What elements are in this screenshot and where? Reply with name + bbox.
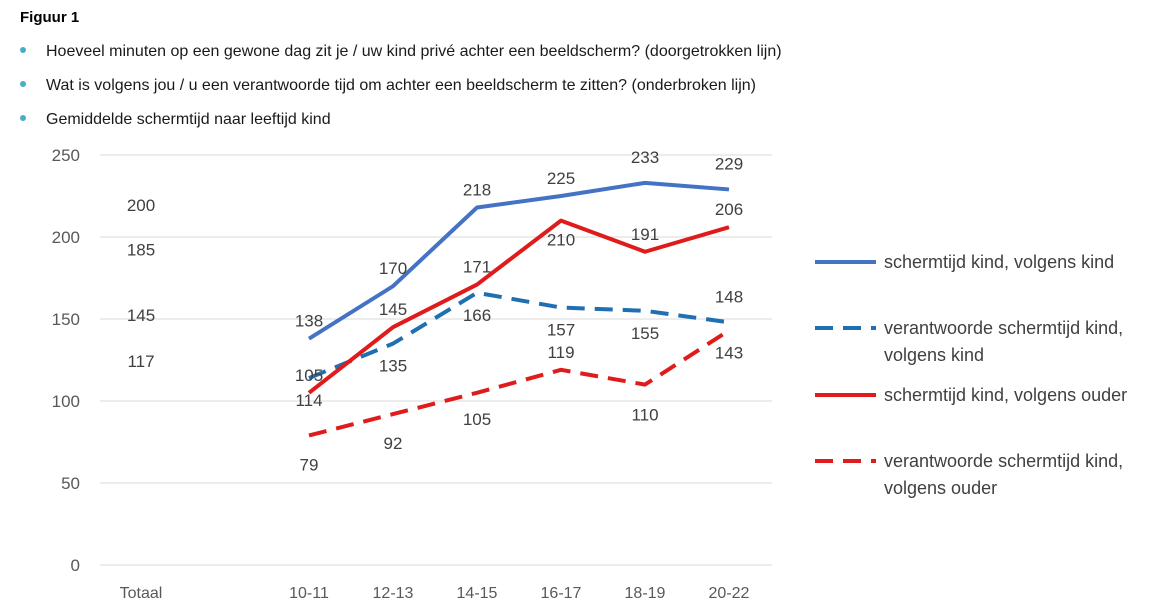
data-label: 110 (631, 406, 658, 425)
x-tick-label: 14-15 (457, 585, 498, 602)
data-label: 171 (463, 258, 491, 277)
data-label: 233 (631, 148, 659, 167)
legend-label: verantwoorde schermtijd kind, (884, 318, 1123, 338)
series-line (308, 328, 731, 438)
bullet-icon (20, 46, 26, 53)
question-text: Gemiddelde schermtijd naar leeftijd kind (46, 111, 331, 128)
data-label: 92 (384, 434, 403, 453)
data-label: 166 (463, 306, 491, 325)
data-label: 218 (463, 180, 491, 199)
y-tick-label: 0 (71, 556, 80, 575)
data-label: 206 (715, 200, 743, 219)
y-tick-label: 200 (52, 228, 80, 247)
y-tick-label: 50 (61, 474, 80, 493)
figure-title: Figuur 1 (20, 9, 80, 26)
x-tick-label: Totaal (120, 585, 163, 602)
question-text: Wat is volgens jou / u een verantwoorde … (46, 77, 757, 94)
question-text: Hoeveel minuten op een gewone dag zit je… (46, 43, 782, 60)
data-label: 114 (295, 391, 322, 410)
data-label: 105 (463, 410, 491, 429)
data-label: 157 (547, 321, 575, 340)
data-label: 210 (547, 231, 575, 250)
data-label: 138 (295, 312, 323, 331)
data-label: 170 (379, 259, 407, 278)
data-label: 105 (295, 366, 323, 385)
question-item: Hoeveel minuten op een gewone dag zit je… (20, 43, 782, 61)
bullet-icon (20, 114, 26, 121)
data-label: 117 (127, 352, 154, 371)
data-label: 143 (715, 343, 743, 362)
x-tick-label: 10-11 (289, 585, 329, 602)
data-label: 200 (127, 196, 155, 215)
x-tick-label: 20-22 (709, 585, 750, 602)
legend-label: verantwoorde schermtijd kind, (884, 451, 1123, 471)
series-line (308, 290, 730, 380)
data-label: 119 (547, 343, 574, 362)
question-item: Gemiddelde schermtijd naar leeftijd kind (20, 111, 331, 129)
data-label: 145 (127, 306, 155, 325)
data-label: 229 (715, 154, 743, 173)
series-line (307, 180, 730, 341)
x-tick-label: 16-17 (541, 585, 582, 602)
bullet-icon (20, 80, 26, 87)
y-tick-label: 250 (52, 146, 80, 165)
data-label: 191 (631, 225, 659, 244)
y-tick-label: 150 (52, 310, 80, 329)
legend-label: volgens ouder (884, 478, 997, 498)
data-label: 145 (379, 300, 407, 319)
x-tick-label: 18-19 (625, 585, 666, 602)
data-label: 79 (300, 455, 319, 474)
legend-label: volgens kind (884, 345, 984, 365)
data-label: 135 (379, 357, 407, 376)
data-label: 225 (547, 169, 575, 188)
legend-label: schermtijd kind, volgens ouder (884, 385, 1127, 405)
legend-label: schermtijd kind, volgens kind (884, 252, 1114, 272)
x-tick-label: 12-13 (373, 585, 414, 602)
y-tick-label: 100 (52, 392, 80, 411)
question-item: Wat is volgens jou / u een verantwoorde … (20, 77, 756, 95)
data-label: 185 (127, 241, 155, 260)
data-label: 155 (631, 324, 659, 343)
data-label: 148 (715, 287, 743, 306)
series-line (307, 218, 730, 395)
